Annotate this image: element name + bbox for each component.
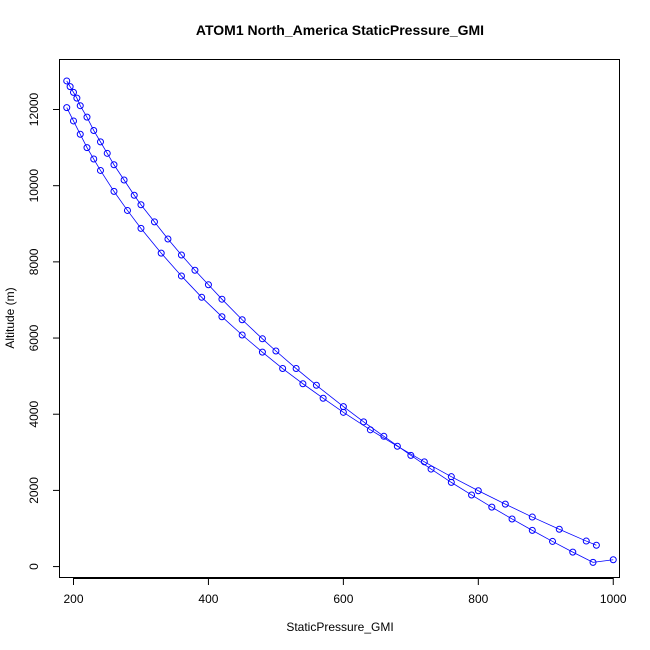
data-point [96, 166, 104, 174]
y-tick-label: 10000 [27, 169, 41, 203]
data-point [137, 224, 145, 232]
data-point [299, 380, 307, 388]
data-point [137, 201, 145, 209]
data-point [63, 77, 71, 85]
data-point [110, 161, 118, 169]
data-point [177, 272, 185, 280]
y-tick-label: 0 [27, 563, 41, 570]
data-point [73, 94, 81, 102]
data-point [427, 465, 435, 473]
data-point [204, 281, 212, 289]
data-point [177, 251, 185, 259]
data-point [66, 83, 74, 91]
data-point [319, 394, 327, 402]
data-point [198, 293, 206, 301]
data-point [501, 500, 509, 508]
data-point [582, 537, 590, 545]
data-point [609, 556, 617, 564]
data-point [69, 88, 77, 96]
data-point [110, 187, 118, 195]
data-points [63, 77, 617, 566]
data-point [69, 117, 77, 125]
data-point [76, 130, 84, 138]
data-point [292, 365, 300, 373]
data-point [103, 149, 111, 157]
data-point [528, 526, 536, 534]
y-axis: 0 2000 4000 6000 8000 10000 12000 [27, 93, 60, 570]
data-point [63, 104, 71, 112]
y-axis-label: Altitude (m) [3, 287, 17, 348]
data-point [279, 365, 287, 373]
data-point [157, 249, 165, 257]
data-point [150, 218, 158, 226]
data-point [488, 503, 496, 511]
data-point [420, 458, 428, 466]
data-point [258, 335, 266, 343]
data-point [76, 102, 84, 110]
data-point [238, 316, 246, 324]
data-point [96, 138, 104, 146]
x-tick-label: 200 [63, 592, 83, 606]
data-point [90, 155, 98, 163]
data-point [569, 548, 577, 556]
data-point [218, 295, 226, 303]
chart-title: ATOM1 North_America StaticPressure_GMI [196, 22, 484, 38]
x-tick-label: 400 [198, 592, 218, 606]
data-point [191, 266, 199, 274]
series-line [66, 107, 597, 546]
x-tick-label: 1000 [600, 592, 627, 606]
data-point [120, 176, 128, 184]
data-point [238, 331, 246, 339]
data-point [447, 473, 455, 481]
x-axis: 200 400 600 800 1000 [63, 578, 627, 606]
data-point [258, 348, 266, 356]
x-tick-label: 800 [468, 592, 488, 606]
y-tick-label: 8000 [27, 248, 41, 275]
data-point [589, 558, 597, 566]
data-point [508, 515, 516, 523]
y-tick-label: 4000 [27, 401, 41, 428]
data-point [123, 206, 131, 214]
data-point [555, 525, 563, 533]
data-point [83, 113, 91, 121]
data-point [549, 537, 557, 545]
plot-area [59, 59, 620, 578]
x-tick-label: 600 [333, 592, 353, 606]
data-point [468, 491, 476, 499]
data-point [218, 313, 226, 321]
data-point [592, 541, 600, 549]
data-point [90, 126, 98, 134]
y-tick-label: 2000 [27, 477, 41, 504]
y-tick-label: 6000 [27, 324, 41, 351]
data-point [272, 347, 280, 355]
data-point [83, 144, 91, 152]
data-point [366, 426, 374, 434]
x-axis-label: StaticPressure_GMI [286, 620, 393, 634]
data-point [393, 442, 401, 450]
series-line [66, 80, 614, 563]
y-tick-label: 12000 [27, 93, 41, 127]
data-point [130, 191, 138, 199]
data-point [528, 513, 536, 521]
data-point [474, 487, 482, 495]
data-point [312, 381, 320, 389]
data-point [339, 408, 347, 416]
data-point [164, 235, 172, 243]
data-point [360, 418, 368, 426]
